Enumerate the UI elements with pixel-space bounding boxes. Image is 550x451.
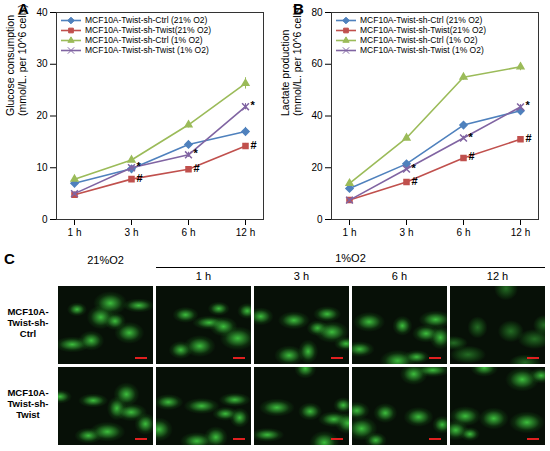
svg-text:80: 80 (311, 7, 323, 18)
svg-text:#: # (469, 150, 475, 162)
svg-text:*: * (469, 131, 474, 143)
svg-text:Lactate production(mmol/L. per: Lactate production(mmol/L. per 10^6 cell… (279, 4, 303, 116)
svg-text:*: * (137, 160, 142, 172)
svg-text:#: # (526, 132, 532, 144)
svg-text:0: 0 (42, 214, 48, 225)
svg-text:*: * (194, 147, 199, 159)
svg-text:0: 0 (317, 214, 323, 225)
svg-text:*: * (526, 99, 531, 111)
svg-text:3 h: 3 h (400, 227, 414, 238)
svg-text:*: * (251, 99, 256, 111)
svg-text:60: 60 (311, 58, 323, 69)
svg-text:Glucose consumption(mmol/L. pe: Glucose consumption(mmol/L. per 10^6 cel… (4, 4, 28, 116)
svg-text:12 h: 12 h (511, 227, 530, 238)
svg-text:1 h: 1 h (343, 227, 357, 238)
svg-text:10: 10 (36, 162, 48, 173)
svg-text:#: # (251, 139, 257, 151)
svg-text:12 h: 12 h (236, 227, 255, 238)
svg-text:#: # (194, 162, 200, 174)
svg-text:6 h: 6 h (457, 227, 471, 238)
svg-text:20: 20 (36, 110, 48, 121)
svg-text:*: * (412, 162, 417, 174)
svg-text:30: 30 (36, 58, 48, 69)
svg-text:6 h: 6 h (182, 227, 196, 238)
svg-text:#: # (412, 175, 418, 187)
svg-text:20: 20 (311, 162, 323, 173)
svg-text:40: 40 (36, 7, 48, 18)
svg-text:#: # (137, 172, 143, 184)
svg-text:3 h: 3 h (125, 227, 139, 238)
svg-text:1 h: 1 h (68, 227, 82, 238)
svg-text:40: 40 (311, 110, 323, 121)
